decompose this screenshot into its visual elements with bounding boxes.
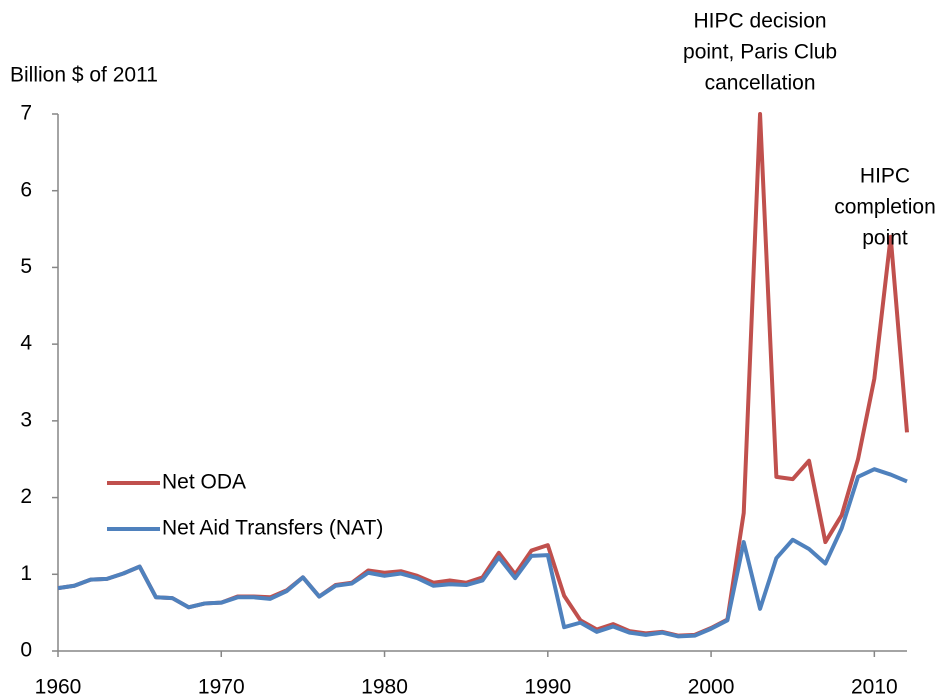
- x-tick-label: 1980: [361, 676, 408, 699]
- annotation: point: [862, 227, 908, 250]
- y-tick-label: 7: [20, 102, 32, 125]
- x-tick-label: 1960: [35, 676, 82, 699]
- annotation: point, Paris Club: [683, 41, 837, 64]
- y-tick-label: 1: [20, 562, 32, 585]
- legend-label: Net ODA: [162, 471, 246, 494]
- y-tick-label: 5: [20, 255, 32, 278]
- annotation: completion: [834, 196, 936, 219]
- x-tick-label: 1990: [524, 676, 571, 699]
- x-tick-label: 2010: [851, 676, 898, 699]
- y-tick-label: 0: [20, 639, 32, 662]
- series-line: [57, 467, 908, 639]
- annotation: HIPC: [860, 165, 910, 188]
- y-axis-label: Billion $ of 2011: [10, 64, 158, 87]
- y-tick-label: 2: [20, 485, 32, 508]
- annotation: HIPC decision: [694, 10, 827, 33]
- annotation: cancellation: [705, 72, 816, 95]
- y-tick-label: 3: [20, 408, 32, 431]
- legend-label: Net Aid Transfers (NAT): [162, 517, 383, 540]
- x-tick-label: 2000: [688, 676, 735, 699]
- x-tick-label: 1970: [198, 676, 245, 699]
- y-tick-label: 6: [20, 178, 32, 201]
- y-tick-label: 4: [20, 332, 32, 355]
